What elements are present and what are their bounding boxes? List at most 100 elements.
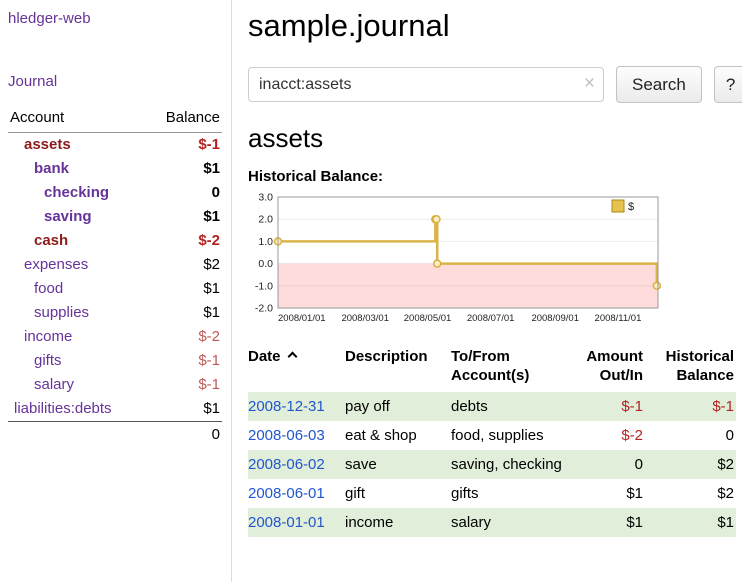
account-link[interactable]: supplies xyxy=(34,304,90,321)
account-link[interactable]: expenses xyxy=(24,256,89,273)
register-header-date-label: Date xyxy=(248,348,281,365)
transaction-amount: 0 xyxy=(634,456,643,473)
transaction-accounts: debts xyxy=(451,398,488,415)
transaction-balance: 0 xyxy=(725,427,734,444)
sidebar-journal-link[interactable]: Journal xyxy=(8,73,58,90)
search-box: × xyxy=(248,67,604,102)
svg-text:2008/03/01: 2008/03/01 xyxy=(341,313,389,324)
register-header-balance: Historical Balance xyxy=(649,345,736,392)
transaction-amount: $-1 xyxy=(621,398,643,415)
chart-title: Historical Balance: xyxy=(248,168,384,185)
register-header-accounts: To/From Account(s) xyxy=(451,345,577,392)
transaction-balance: $2 xyxy=(717,456,734,473)
account-link[interactable]: gifts xyxy=(34,352,62,369)
account-link[interactable]: assets xyxy=(24,136,71,153)
search-bar: × Search ? xyxy=(248,66,742,103)
main-content: sample.journal × Search ? assets Histori… xyxy=(232,0,742,582)
accounts-total-spacer xyxy=(8,421,145,447)
transaction-date-link[interactable]: 2008-01-01 xyxy=(248,514,325,531)
account-heading: assets xyxy=(248,123,324,153)
account-row: checking 0 xyxy=(8,181,222,205)
accounts-total-balance: 0 xyxy=(144,421,222,447)
register-header-date[interactable]: Date xyxy=(248,345,345,392)
account-balance: $1 xyxy=(203,280,220,297)
transaction-row[interactable]: 2008-06-03 eat & shop food, supplies $-2 0 xyxy=(248,421,736,450)
account-balance: $-1 xyxy=(198,136,220,153)
transaction-accounts: gifts xyxy=(451,485,479,502)
transaction-date-link[interactable]: 2008-12-31 xyxy=(248,398,325,415)
account-row: assets $-1 xyxy=(8,133,222,158)
transaction-date-link[interactable]: 2008-06-02 xyxy=(248,456,325,473)
search-input[interactable] xyxy=(248,67,604,102)
transaction-row[interactable]: 2008-06-02 save saving, checking 0 $2 xyxy=(248,450,736,479)
clear-search-icon[interactable]: × xyxy=(583,73,595,94)
account-link[interactable]: income xyxy=(24,328,73,345)
svg-text:2008/01/01: 2008/01/01 xyxy=(278,313,326,324)
account-row: supplies $1 xyxy=(8,301,222,325)
account-balance: $-2 xyxy=(198,232,220,249)
account-link[interactable]: food xyxy=(34,280,64,297)
register-header-row: Date Description To/From Account(s) Amou… xyxy=(248,345,736,392)
account-row: liabilities:debts $1 xyxy=(8,397,222,422)
account-balance: $1 xyxy=(203,160,220,177)
register-header-description: Description xyxy=(345,348,428,365)
accounts-table: Account Balance assets $-1 bank $1 checking 0… xyxy=(8,106,222,447)
register-header-amount-line2: Out/In xyxy=(599,367,643,384)
account-row: cash $-2 xyxy=(8,229,222,253)
historical-balance-chart: 3.0 2.0 1.0 0.0 -1.0 -2.0 2008/01/01 2008/03/01… xyxy=(248,191,742,329)
account-link[interactable]: liabilities:debts xyxy=(14,400,112,417)
svg-text:$: $ xyxy=(628,201,634,213)
svg-text:2.0: 2.0 xyxy=(258,214,273,226)
transaction-amount: $1 xyxy=(626,485,643,502)
transaction-amount: $1 xyxy=(626,514,643,531)
transaction-balance: $-1 xyxy=(712,398,734,415)
transaction-description: eat & shop xyxy=(345,427,417,444)
account-balance: $-1 xyxy=(198,376,220,393)
transaction-row[interactable]: 2008-12-31 pay off debts $-1 $-1 xyxy=(248,392,736,421)
transaction-description: gift xyxy=(345,485,366,502)
transaction-date-cell: 2008-06-01 xyxy=(248,479,345,508)
historical-balance-chart-svg: 3.0 2.0 1.0 0.0 -1.0 -2.0 2008/01/01 2008/03/01… xyxy=(255,192,662,324)
account-link[interactable]: salary xyxy=(34,376,75,393)
transaction-date-cell: 2008-12-31 xyxy=(248,392,345,421)
register-table: Date Description To/From Account(s) Amou… xyxy=(248,345,736,537)
transaction-row[interactable]: 2008-01-01 income salary $1 $1 xyxy=(248,508,736,537)
transaction-balance: $2 xyxy=(717,485,734,502)
accounts-header-balance: Balance xyxy=(144,106,222,133)
app-title-link[interactable]: hledger-web xyxy=(8,10,91,27)
svg-text:3.0: 3.0 xyxy=(258,192,273,204)
transaction-date-link[interactable]: 2008-06-01 xyxy=(248,485,325,502)
svg-text:2008/09/01: 2008/09/01 xyxy=(531,313,579,324)
transaction-accounts: saving, checking xyxy=(451,456,562,473)
search-button[interactable]: Search xyxy=(616,66,702,103)
account-balance: $-1 xyxy=(198,352,220,369)
account-balance: $-2 xyxy=(198,328,220,345)
account-row: expenses $2 xyxy=(8,253,222,277)
register-header-balance-line2: Balance xyxy=(676,367,734,384)
register-header-accounts-line1: To/From xyxy=(451,348,510,365)
account-link[interactable]: saving xyxy=(44,208,92,225)
transaction-date-cell: 2008-06-03 xyxy=(248,421,345,450)
help-button[interactable]: ? xyxy=(713,66,742,103)
transaction-description: income xyxy=(345,514,394,531)
account-row: salary $-1 xyxy=(8,373,222,397)
transaction-row[interactable]: 2008-06-01 gift gifts $1 $2 xyxy=(248,479,736,508)
transaction-accounts: food, supplies xyxy=(451,427,544,444)
account-link[interactable]: bank xyxy=(34,160,70,177)
account-link[interactable]: cash xyxy=(34,232,69,249)
account-row: food $1 xyxy=(8,277,222,301)
svg-text:2008/05/01: 2008/05/01 xyxy=(404,313,452,324)
sort-ascending-icon xyxy=(287,351,297,362)
account-balance: $1 xyxy=(203,304,220,321)
account-balance: $1 xyxy=(203,400,220,417)
transaction-date-cell: 2008-01-01 xyxy=(248,508,345,537)
svg-text:1.0: 1.0 xyxy=(258,236,273,248)
svg-text:-1.0: -1.0 xyxy=(255,280,273,292)
accounts-total-row: 0 xyxy=(8,421,222,447)
transaction-amount: $-2 xyxy=(621,427,643,444)
svg-text:0.0: 0.0 xyxy=(258,258,273,270)
account-balance: $1 xyxy=(203,208,220,225)
account-link[interactable]: checking xyxy=(44,184,110,201)
register-header-amount-line1: Amount xyxy=(586,348,643,365)
transaction-date-link[interactable]: 2008-06-03 xyxy=(248,427,325,444)
